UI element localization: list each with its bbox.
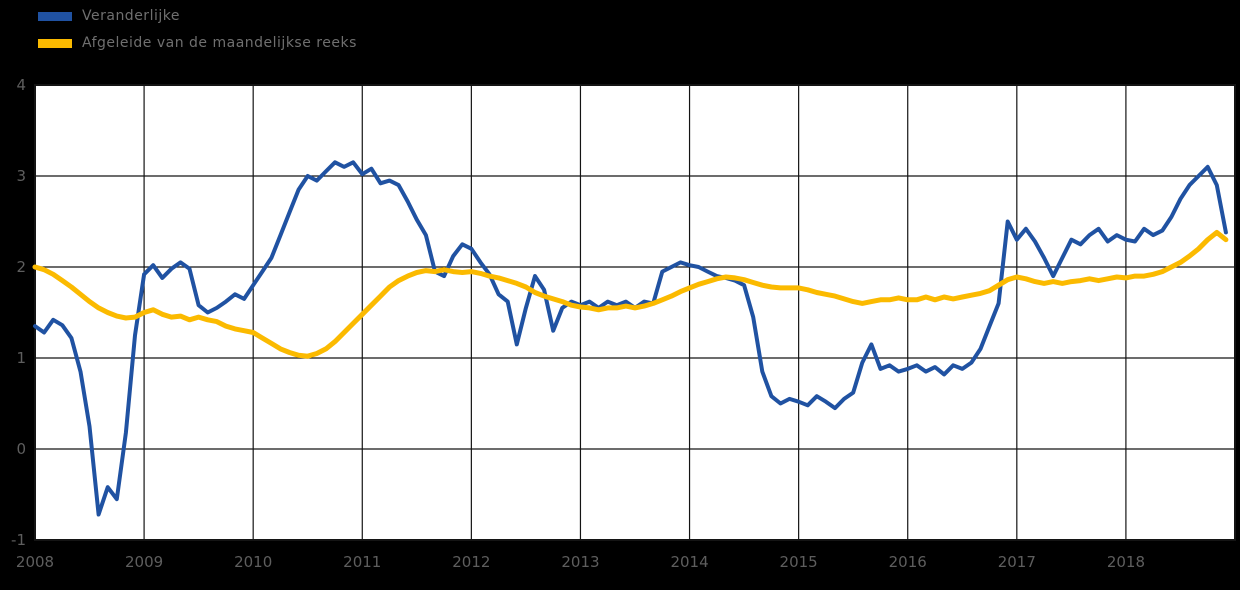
legend: Veranderlijke Afgeleide van de maandelij… <box>38 7 357 52</box>
x-axis-label: 2009 <box>125 553 163 571</box>
x-axis-label: 2010 <box>234 553 272 571</box>
y-axis-label: -1 <box>11 531 26 549</box>
plot-background <box>35 85 1235 540</box>
x-axis-label: 2017 <box>998 553 1036 571</box>
x-axis-label: 2018 <box>1107 553 1145 571</box>
y-axis-label: 0 <box>16 440 26 458</box>
y-axis-label: 2 <box>16 258 26 276</box>
x-axis-label: 2016 <box>889 553 927 571</box>
x-axis-label: 2011 <box>343 553 381 571</box>
y-axis-label: 1 <box>16 349 26 367</box>
legend-item-series-0: Veranderlijke <box>38 7 357 25</box>
legend-label-series-1: Afgeleide van de maandelijkse reeks <box>82 35 357 51</box>
x-axis-label: 2014 <box>670 553 708 571</box>
x-axis-label: 2012 <box>452 553 490 571</box>
x-axis-label: 2015 <box>780 553 818 571</box>
y-axis-label: 4 <box>16 76 26 94</box>
series-line-1 <box>32 229 1229 359</box>
y-axis-label: 3 <box>16 167 26 185</box>
legend-label-series-0: Veranderlijke <box>82 8 180 24</box>
series-1-swatch <box>38 38 72 48</box>
plot-border <box>34 84 1236 541</box>
x-axis-label: 2013 <box>561 553 599 571</box>
series-0-swatch <box>38 11 72 21</box>
x-axis-label: 2008 <box>16 553 54 571</box>
legend-item-series-1: Afgeleide van de maandelijkse reeks <box>38 34 357 52</box>
